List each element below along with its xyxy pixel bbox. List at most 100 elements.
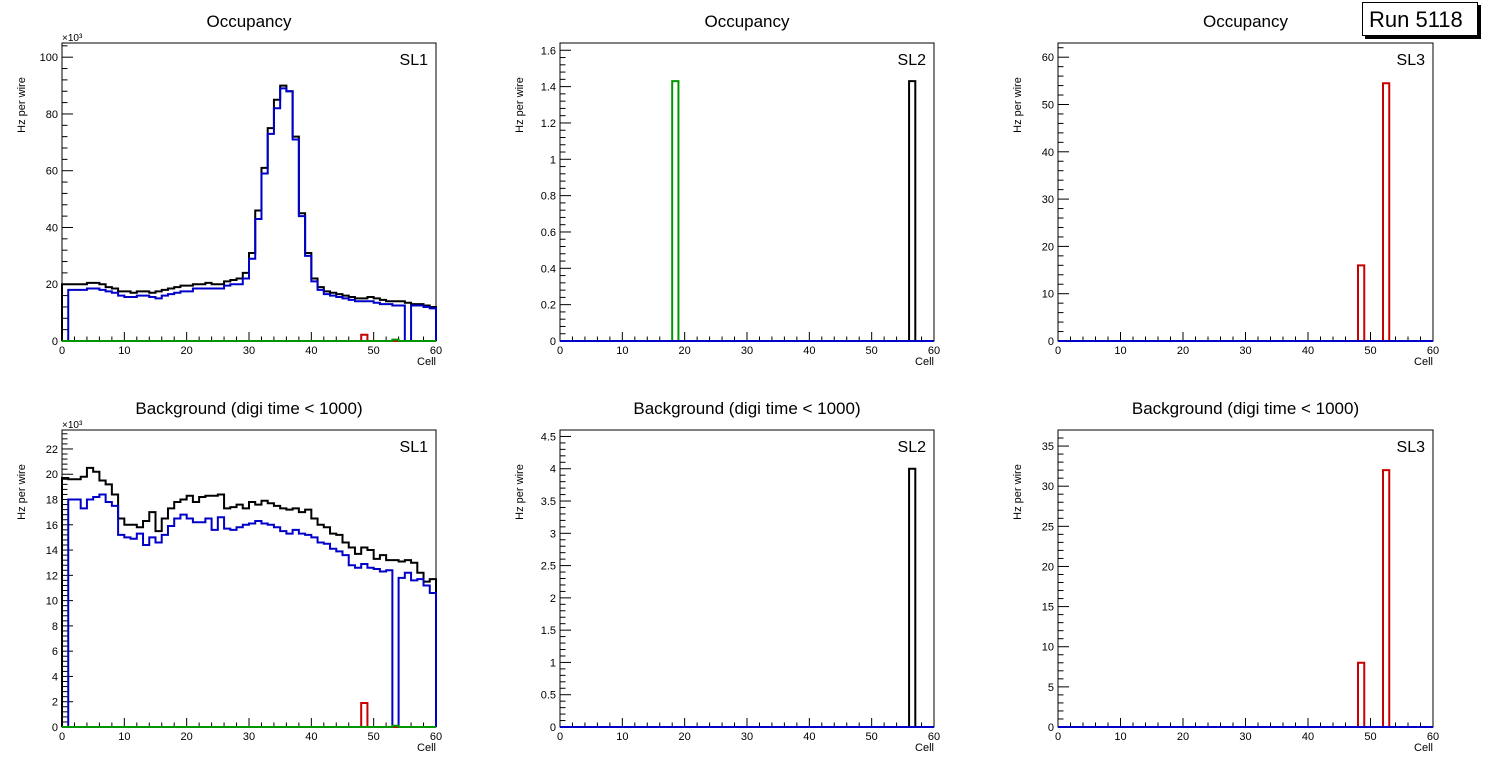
y-axis-exponent: ×10³ (62, 420, 83, 431)
x-tick-label: 20 (181, 345, 193, 357)
y-axis-exponent: ×10³ (62, 33, 83, 44)
y-tick-label: 0 (1048, 722, 1054, 734)
y-tick-label: 1.6 (541, 45, 556, 57)
run-label: Run 5118 (1362, 2, 1478, 36)
x-tick-label: 30 (243, 345, 255, 357)
y-tick-label: 20 (46, 469, 58, 481)
x-tick-label: 30 (243, 731, 255, 743)
histogram-series-green (62, 724, 436, 728)
y-tick-label: 0 (52, 336, 58, 348)
x-tick-label: 60 (430, 731, 442, 743)
chart-title: Occupancy (1203, 12, 1289, 31)
x-tick-label: 60 (1427, 345, 1439, 357)
x-tick-label: 20 (181, 731, 193, 743)
x-tick-label: 40 (803, 345, 815, 357)
x-tick-label: 30 (1239, 345, 1251, 357)
plot-frame (61, 429, 437, 728)
superlayer-tag: SL1 (400, 52, 429, 69)
x-tick-label: 60 (1427, 731, 1439, 743)
superlayer-tag: SL2 (898, 439, 927, 456)
chart-title: Occupancy (206, 12, 292, 31)
y-tick-label: 0.5 (541, 690, 556, 702)
y-axis-label: Hz per wire (514, 464, 526, 520)
x-tick-label: 0 (1055, 345, 1061, 357)
x-tick-label: 0 (1055, 731, 1061, 743)
superlayer-tag: SL2 (898, 52, 927, 69)
x-axis-label: Cell (915, 356, 934, 368)
y-tick-label: 40 (46, 222, 58, 234)
x-tick-label: 50 (1364, 345, 1376, 357)
chart-panel-5: Background (digi time < 1000) Hz per wire… (514, 399, 940, 754)
x-axis-label: Cell (915, 742, 934, 754)
x-tick-label: 50 (1364, 731, 1376, 743)
x-tick-label: 60 (928, 345, 940, 357)
x-tick-label: 10 (1114, 731, 1126, 743)
y-tick-label: 20 (1042, 561, 1054, 573)
superlayer-tag: SL1 (400, 439, 429, 456)
x-axis-label: Cell (1414, 742, 1433, 754)
x-tick-label: 0 (59, 345, 65, 357)
x-tick-label: 10 (118, 731, 130, 743)
y-tick-label: 2.5 (541, 561, 556, 573)
chart-title: Background (digi time < 1000) (633, 399, 860, 418)
x-tick-label: 20 (1177, 345, 1189, 357)
x-tick-label: 10 (616, 345, 628, 357)
y-tick-label: 20 (1042, 241, 1054, 253)
histogram-series-black (61, 466, 437, 727)
y-axis-label: Hz per wire (1012, 77, 1024, 133)
y-tick-label: 10 (46, 596, 58, 608)
x-tick-label: 60 (928, 731, 940, 743)
x-tick-label: 10 (1114, 345, 1126, 357)
y-tick-label: 18 (46, 495, 58, 507)
y-tick-label: 4.5 (541, 431, 556, 443)
x-tick-label: 0 (557, 731, 563, 743)
x-tick-label: 20 (679, 345, 691, 357)
x-tick-label: 40 (803, 731, 815, 743)
y-tick-label: 14 (46, 545, 58, 557)
y-tick-label: 0 (550, 722, 556, 734)
x-tick-label: 40 (1302, 345, 1314, 357)
chart-panel-6: Background (digi time < 1000) Hz per wire… (1012, 399, 1439, 754)
y-tick-label: 30 (1042, 481, 1054, 493)
plot-frame (1057, 42, 1434, 342)
histogram-series-black (560, 80, 934, 342)
x-tick-label: 40 (305, 345, 317, 357)
x-tick-label: 30 (741, 345, 753, 357)
x-tick-label: 40 (1302, 731, 1314, 743)
y-tick-label: 60 (1042, 52, 1054, 64)
y-tick-label: 80 (46, 109, 58, 121)
x-tick-label: 60 (430, 345, 442, 357)
y-tick-label: 5 (1048, 682, 1054, 694)
histogram-series-black (61, 84, 437, 341)
y-tick-label: 20 (46, 279, 58, 291)
histogram-series-green (560, 80, 934, 342)
y-tick-label: 0 (52, 722, 58, 734)
x-tick-label: 50 (866, 345, 878, 357)
histogram-series-red (1058, 82, 1433, 342)
plot-frame (559, 429, 935, 728)
y-tick-label: 2 (550, 593, 556, 605)
y-tick-label: 6 (52, 646, 58, 658)
x-tick-label: 50 (368, 731, 380, 743)
y-tick-label: 1.5 (541, 625, 556, 637)
x-tick-label: 30 (741, 731, 753, 743)
y-tick-label: 35 (1042, 441, 1054, 453)
x-tick-label: 30 (1239, 731, 1251, 743)
y-tick-label: 1.4 (541, 82, 556, 94)
chart-panel-3: Occupancy Hz per wire Cell SL3 0 10 20 30 40 50 60… (1012, 12, 1439, 368)
y-tick-label: 16 (46, 520, 58, 532)
y-tick-label: 4 (550, 464, 556, 476)
y-tick-label: 3 (550, 528, 556, 540)
x-axis-label: Cell (417, 742, 436, 754)
y-tick-label: 10 (1042, 289, 1054, 301)
superlayer-tag: SL3 (1397, 439, 1426, 456)
y-tick-label: 22 (46, 444, 58, 456)
y-tick-label: 0.8 (541, 191, 556, 203)
y-tick-label: 8 (52, 621, 58, 633)
x-tick-label: 0 (557, 345, 563, 357)
y-tick-label: 0.2 (541, 300, 556, 312)
x-tick-label: 20 (1177, 731, 1189, 743)
x-axis-label: Cell (417, 356, 436, 368)
